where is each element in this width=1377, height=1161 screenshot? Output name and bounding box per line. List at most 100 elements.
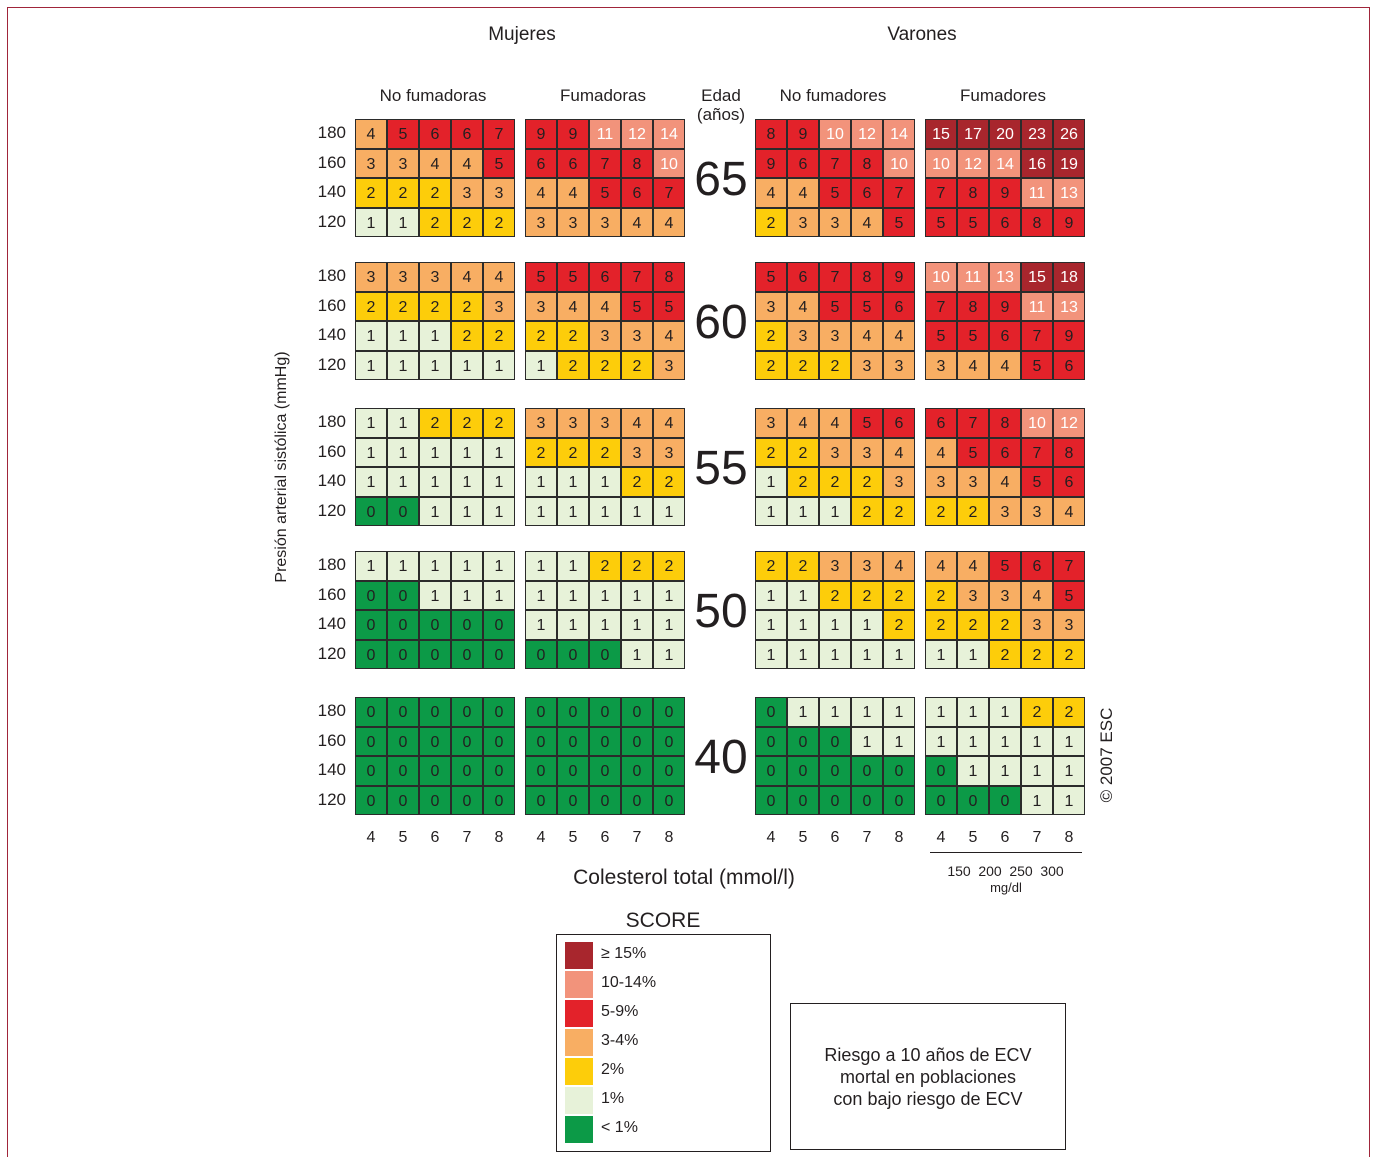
risk-cell: 9 bbox=[525, 119, 557, 149]
risk-cell: 1 bbox=[557, 551, 589, 581]
risk-cell: 2 bbox=[653, 467, 685, 497]
cholesterol-tick: 8 bbox=[894, 829, 904, 846]
risk-cell: 0 bbox=[787, 726, 819, 756]
risk-cell: 0 bbox=[621, 697, 653, 727]
cholesterol-tick: 4 bbox=[366, 829, 376, 846]
risk-cell: 4 bbox=[957, 551, 989, 581]
risk-cell: 2 bbox=[787, 467, 819, 497]
risk-cell: 0 bbox=[355, 610, 387, 640]
risk-cell: 1 bbox=[557, 496, 589, 526]
risk-cell: 0 bbox=[355, 785, 387, 815]
risk-cell: 0 bbox=[787, 756, 819, 786]
cholesterol-tick: 7 bbox=[462, 829, 472, 846]
risk-cell: 0 bbox=[589, 756, 621, 786]
risk-cell: 1 bbox=[557, 610, 589, 640]
risk-cell: 3 bbox=[525, 291, 557, 321]
risk-cell: 2 bbox=[989, 639, 1021, 669]
risk-cell: 1 bbox=[589, 467, 621, 497]
risk-cell: 1 bbox=[755, 610, 787, 640]
risk-cell: 5 bbox=[589, 178, 621, 208]
mgdl-tick: 150 bbox=[947, 863, 971, 879]
risk-cell: 1 bbox=[355, 437, 387, 467]
risk-cell: 0 bbox=[355, 496, 387, 526]
risk-cell: 3 bbox=[851, 551, 883, 581]
risk-cell: 1 bbox=[851, 639, 883, 669]
risk-cell: 3 bbox=[419, 262, 451, 292]
risk-cell: 8 bbox=[851, 148, 883, 178]
age-header: Edad (años) bbox=[697, 86, 745, 124]
risk-cell: 4 bbox=[989, 350, 1021, 380]
risk-cell: 4 bbox=[883, 437, 915, 467]
risk-cell: 5 bbox=[387, 119, 419, 149]
risk-cell: 1 bbox=[387, 321, 419, 351]
risk-cell: 3 bbox=[589, 321, 621, 351]
risk-cell: 0 bbox=[883, 785, 915, 815]
risk-cell: 2 bbox=[755, 207, 787, 237]
risk-cell: 2 bbox=[925, 496, 957, 526]
risk-cell: 4 bbox=[653, 321, 685, 351]
risk-cell: 8 bbox=[989, 408, 1021, 438]
risk-cell: 9 bbox=[1053, 207, 1085, 237]
mgdl-tick: 250 bbox=[1009, 863, 1033, 879]
risk-cell: 7 bbox=[1053, 551, 1085, 581]
bp-label: 180 bbox=[317, 701, 346, 720]
cholesterol-tick: 6 bbox=[1000, 829, 1010, 846]
risk-cell: 2 bbox=[787, 350, 819, 380]
risk-cell: 1 bbox=[557, 467, 589, 497]
risk-cell: 0 bbox=[819, 726, 851, 756]
age-label: 60 bbox=[694, 296, 748, 349]
risk-cell: 1 bbox=[925, 639, 957, 669]
risk-cell: 1 bbox=[819, 639, 851, 669]
risk-cell: 5 bbox=[883, 207, 915, 237]
risk-cell: 9 bbox=[1053, 321, 1085, 351]
bp-label: 160 bbox=[317, 730, 346, 750]
risk-cell: 3 bbox=[925, 467, 957, 497]
risk-cell: 2 bbox=[355, 291, 387, 321]
risk-cell: 4 bbox=[557, 178, 589, 208]
risk-cell: 5 bbox=[851, 408, 883, 438]
risk-cell: 3 bbox=[355, 262, 387, 292]
risk-cell: 1 bbox=[451, 467, 483, 497]
risk-note: Riesgo a 10 años de ECV mortal en poblac… bbox=[790, 1003, 1066, 1150]
risk-cell: 10 bbox=[1021, 408, 1053, 438]
risk-cell: 11 bbox=[957, 262, 989, 292]
risk-cell: 0 bbox=[451, 697, 483, 727]
risk-cell: 0 bbox=[419, 756, 451, 786]
risk-cell: 9 bbox=[755, 148, 787, 178]
risk-cell: 7 bbox=[1021, 437, 1053, 467]
risk-cell: 8 bbox=[653, 262, 685, 292]
risk-cell: 14 bbox=[989, 148, 1021, 178]
risk-cell: 12 bbox=[957, 148, 989, 178]
risk-cell: 2 bbox=[483, 408, 515, 438]
risk-cell: 6 bbox=[419, 119, 451, 149]
risk-cell: 1 bbox=[387, 467, 419, 497]
risk-cell: 0 bbox=[483, 785, 515, 815]
risk-cell: 4 bbox=[1021, 580, 1053, 610]
risk-cell: 0 bbox=[387, 785, 419, 815]
bp-label: 160 bbox=[317, 295, 346, 315]
legend-label: < 1% bbox=[601, 1119, 638, 1136]
risk-cell: 17 bbox=[957, 119, 989, 149]
cholesterol-tick: 7 bbox=[1032, 829, 1042, 846]
risk-cell: 5 bbox=[957, 207, 989, 237]
risk-cell: 7 bbox=[925, 178, 957, 208]
risk-cell: 4 bbox=[819, 408, 851, 438]
risk-cell: 6 bbox=[989, 437, 1021, 467]
risk-cell: 2 bbox=[925, 580, 957, 610]
risk-cell: 0 bbox=[387, 610, 419, 640]
risk-cell: 1 bbox=[525, 551, 557, 581]
risk-cell: 6 bbox=[883, 408, 915, 438]
risk-cell: 9 bbox=[557, 119, 589, 149]
age-label: 50 bbox=[694, 585, 748, 638]
risk-cell: 1 bbox=[419, 496, 451, 526]
risk-cell: 1 bbox=[419, 437, 451, 467]
cholesterol-tick: 8 bbox=[664, 829, 674, 846]
risk-cell: 7 bbox=[1021, 321, 1053, 351]
risk-cell: 0 bbox=[387, 697, 419, 727]
legend-label: 1% bbox=[601, 1090, 625, 1107]
risk-cell: 0 bbox=[755, 726, 787, 756]
